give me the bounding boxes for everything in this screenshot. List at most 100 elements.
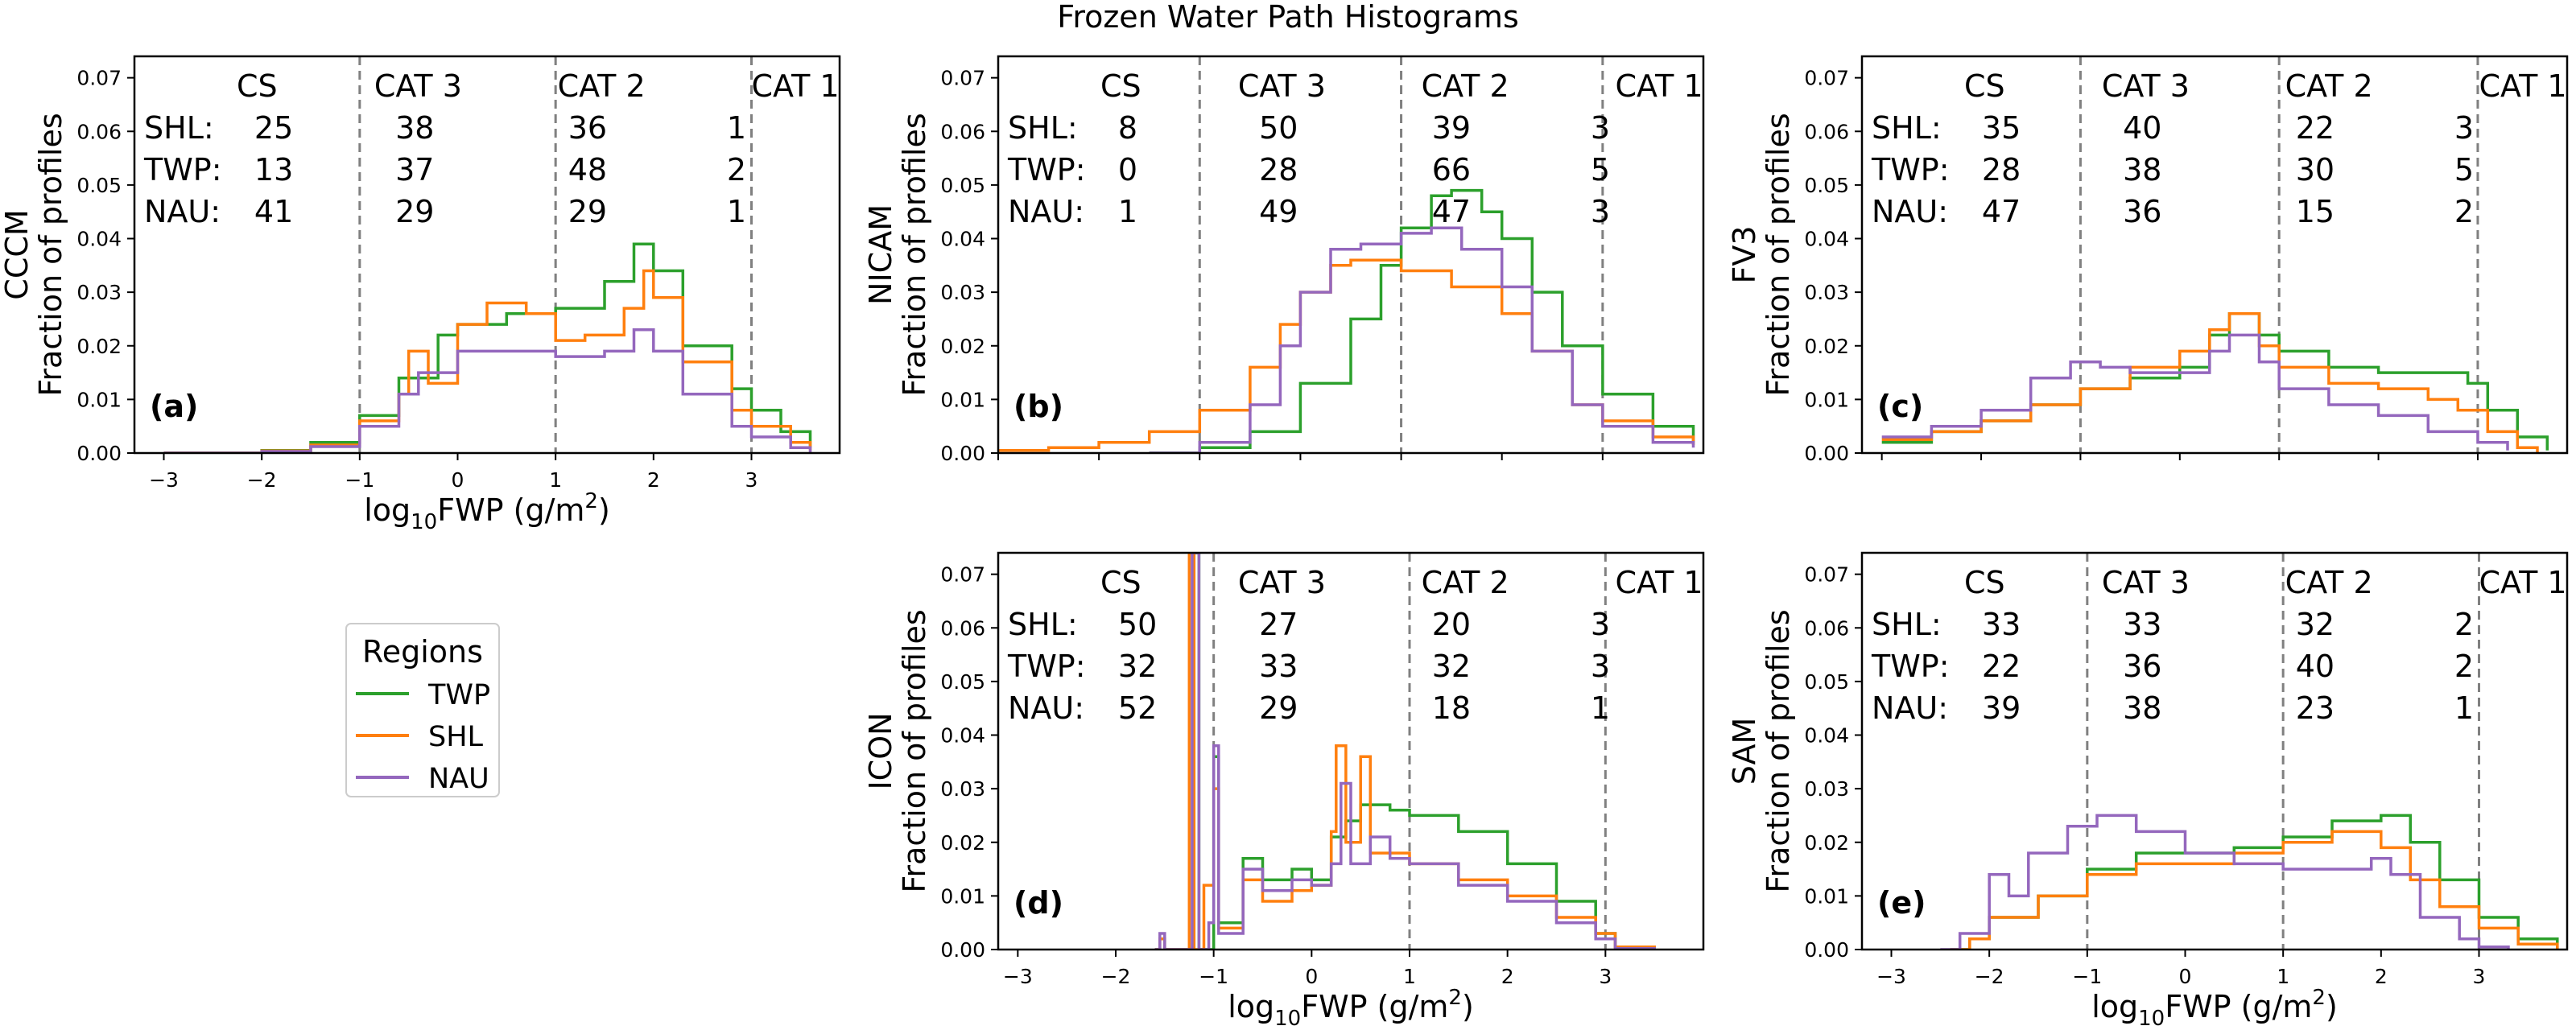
y-axis-label: Fraction of profiles — [897, 609, 932, 892]
table-cell: 48 — [568, 152, 607, 187]
legend-label-shl: SHL — [428, 721, 484, 753]
table-header: CAT 1 — [2479, 565, 2567, 600]
table-cell: 33 — [2123, 607, 2161, 642]
table-cell: 1 — [1591, 690, 1610, 726]
table-cell: 28 — [1259, 152, 1298, 187]
y-tick-label: 0.01 — [940, 388, 985, 411]
y-tick-label: 0.02 — [1804, 831, 1849, 855]
table-cell: 1 — [1118, 194, 1137, 229]
table-header: CAT 3 — [2102, 565, 2190, 600]
y-axis-model-label: SAM — [1727, 718, 1762, 785]
table-row-label: SHL: — [144, 110, 214, 146]
y-axis-model-label: FV3 — [1727, 225, 1762, 283]
table-cell: 2 — [2454, 194, 2474, 229]
series-group — [1881, 312, 2549, 453]
y-tick-label: 0.02 — [940, 831, 985, 855]
x-tick-label: −1 — [1199, 965, 1228, 988]
table-cell: 37 — [395, 152, 434, 187]
y-tick-label: 0.06 — [940, 616, 985, 640]
y-tick-label: 0.04 — [1804, 724, 1849, 748]
table-cell: 25 — [254, 110, 293, 146]
table-cell: 35 — [1982, 110, 2021, 146]
y-tick-label: 0.00 — [76, 442, 122, 465]
panel-d: 0.00 0.01 0.02 0.03 0.04 0.05 0.06 0.07 −3 −2 −1 0 1… — [863, 551, 1705, 1030]
table-row-label: SHL: — [1872, 607, 1942, 642]
table-cell: 32 — [1432, 649, 1471, 684]
y-tick-label: 0.00 — [940, 938, 985, 962]
legend-label-twp: TWP — [427, 679, 490, 711]
plot-frame — [133, 55, 841, 455]
series-line-twp — [1149, 188, 1695, 453]
panel-c: 0.00 0.01 0.02 0.03 0.04 0.05 0.06 0.07 FV3Fract… — [1727, 55, 2569, 465]
table-cell: 39 — [1432, 110, 1471, 146]
x-tick-label: 2 — [2375, 965, 2388, 988]
y-tick-label: 0.04 — [76, 228, 122, 251]
y-tick-label: 0.06 — [1804, 616, 1849, 640]
table-cell: 0 — [1118, 152, 1137, 187]
y-tick-label: 0.01 — [1804, 884, 1849, 908]
y-axis-label: Fraction of profiles — [897, 113, 932, 396]
x-axis-label: log10FWP (g/m2) — [2091, 986, 2338, 1030]
table-cell: 2 — [2454, 607, 2474, 642]
category-table: CS CAT 3 CAT 2 CAT 1 SHL: 33 33 32 2 TWP: 22 36 40 2 N… — [1871, 565, 2567, 726]
table-row-label: TWP: — [1007, 649, 1086, 684]
table-row-label: NAU: — [1008, 194, 1084, 229]
x-tick-label: −1 — [2072, 965, 2102, 988]
table-header: CAT 2 — [2285, 68, 2373, 104]
table-header: CAT 1 — [1616, 68, 1703, 104]
y-tick-label: 0.07 — [940, 67, 985, 90]
table-header: CAT 3 — [374, 68, 462, 104]
y-tick-label: 0.00 — [1804, 938, 1849, 962]
table-cell: 33 — [1259, 649, 1298, 684]
table-header: CAT 1 — [752, 68, 840, 104]
table-cell: 40 — [2296, 649, 2334, 684]
table-cell: 40 — [2123, 110, 2161, 146]
category-table: CS CAT 3 CAT 2 CAT 1 SHL: 25 38 36 1 TWP: 13 37 48 2 N… — [143, 68, 840, 229]
table-header: CAT 3 — [1238, 565, 1326, 600]
x-tick-label: 0 — [2179, 965, 2192, 988]
series-line-shl — [1950, 830, 2559, 950]
table-cell: 22 — [1982, 649, 2021, 684]
table-header: CAT 2 — [1422, 68, 1509, 104]
table-header: CAT 2 — [1422, 565, 1509, 600]
table-row-label: SHL: — [1008, 110, 1078, 146]
table-header: CAT 3 — [2102, 68, 2190, 104]
panel-e: 0.00 0.01 0.02 0.03 0.04 0.05 0.06 0.07 −3 −2 −1 0 1… — [1727, 551, 2569, 1030]
y-tick-label: 0.03 — [1804, 777, 1849, 801]
panel-label: (c) — [1877, 389, 1923, 424]
series-group — [163, 242, 812, 453]
table-cell: 13 — [254, 152, 293, 187]
y-tick-label: 0.07 — [1804, 67, 1849, 90]
table-cell: 39 — [1982, 690, 2021, 726]
y-tick-label: 0.05 — [940, 174, 985, 197]
y-tick-label: 0.03 — [76, 281, 122, 304]
y-axis-label: Fraction of profiles — [1761, 113, 1796, 396]
plot-frame — [1860, 55, 2569, 455]
table-cell: 1 — [727, 110, 746, 146]
y-tick-label: 0.06 — [76, 120, 122, 143]
table-cell: 36 — [2123, 649, 2161, 684]
x-tick-label: −2 — [247, 468, 277, 492]
series-group — [1154, 553, 1656, 950]
x-tick-label: 3 — [745, 468, 758, 492]
y-tick-label: 0.02 — [76, 335, 122, 358]
table-header: CAT 2 — [558, 68, 646, 104]
panel-label: (e) — [1877, 885, 1926, 921]
table-cell: 36 — [568, 110, 607, 146]
y-tick-label: 0.03 — [940, 777, 985, 801]
table-cell: 2 — [2454, 649, 2474, 684]
table-row-label: NAU: — [1872, 690, 1948, 726]
y-tick-label: 0.07 — [1804, 563, 1849, 587]
table-cell: 38 — [2123, 690, 2161, 726]
series-group — [998, 188, 1695, 453]
series-line-nau — [1149, 226, 1695, 453]
table-cell: 66 — [1432, 152, 1471, 187]
table-cell: 50 — [1118, 607, 1157, 642]
series-group — [1940, 814, 2559, 950]
y-tick-label: 0.05 — [1804, 670, 1849, 694]
category-table: CS CAT 3 CAT 2 CAT 1 SHL: 35 40 22 3 TWP: 28 38 30 5 N… — [1871, 68, 2567, 229]
panel-label: (d) — [1013, 885, 1063, 921]
category-table: CS CAT 3 CAT 2 CAT 1 SHL: 50 27 20 3 TWP: 32 33 32 3 N… — [1007, 565, 1703, 726]
